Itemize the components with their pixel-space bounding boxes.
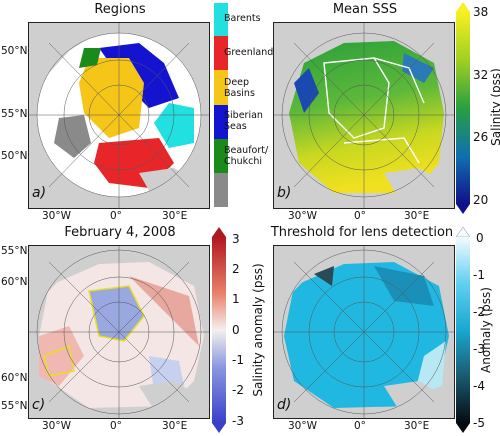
panel-c-lat-label: 60°N: [1, 276, 28, 288]
panel-a-title: Regions: [94, 2, 146, 17]
anomaly-colorbar-tick: -2: [232, 383, 244, 397]
threshold-map: [273, 245, 455, 419]
sss-colorbar-tick: 26: [473, 130, 489, 144]
panel-d-lon-label: 30°W: [288, 420, 317, 432]
threshold-colorbar-tick: -3: [473, 342, 485, 356]
mean-sss-map: [273, 22, 455, 209]
threshold-colorbar-tick: -2: [473, 305, 485, 319]
panel-b-lon-label: 0°: [354, 210, 366, 222]
panel-b-title: Mean SSS: [332, 2, 398, 17]
panel-c-lat-label: 55°N: [1, 245, 28, 257]
anomaly-colorbar: [212, 227, 226, 433]
panel-b-letter: b): [277, 185, 292, 201]
threshold-colorbar: [456, 227, 470, 433]
panel-a-lat-label: 50°N: [1, 150, 28, 162]
panel-d-title: Threshold for lens detection: [270, 225, 454, 240]
legend-swatch-greenland: [214, 36, 228, 70]
panel-b-lon-label: 30°E: [404, 210, 430, 222]
panel-d-lon-label: 0°: [354, 420, 366, 432]
anomaly-colorbar-label: Salinity anomaly (pss): [251, 263, 265, 397]
panel-c-title: February 4, 2008: [64, 225, 176, 240]
legend-label-greenland: Greenland: [224, 47, 274, 58]
anomaly-colorbar-tick: -1: [232, 353, 244, 367]
threshold-colorbar-tick: -5: [473, 416, 485, 430]
legend-swatch-other: [214, 173, 228, 207]
panel-c-lon-label: 30°W: [42, 420, 71, 432]
anomaly-colorbar-tick: 0: [232, 323, 240, 337]
panel-d-lon-label: 30°E: [404, 420, 430, 432]
sss-colorbar-label: Salinity (pss): [489, 68, 500, 146]
legend-swatch-beaufort: [214, 139, 228, 173]
panel-a-lon-label: 30°W: [42, 210, 71, 222]
anomaly-colorbar-tick: -3: [232, 414, 244, 428]
panel-a-lat-label: 50°N: [1, 45, 28, 57]
legend-swatch-barents: [214, 3, 228, 36]
anomaly-colorbar-tick: 3: [232, 232, 240, 246]
sss-colorbar-tick: 32: [473, 68, 489, 82]
threshold-colorbar-label: Anomaly (pss): [479, 287, 493, 373]
threshold-colorbar-tick: 0: [476, 231, 484, 245]
panel-c-lat-label: 55°N: [1, 400, 28, 412]
legend-swatch-siberian: [214, 105, 228, 139]
anomaly-colorbar-tick: 1: [232, 292, 240, 306]
legend-label-deep-basins: Deep Basins: [224, 77, 255, 99]
salinity-anomaly-map: [28, 245, 210, 419]
legend-label-barents: Barents: [224, 13, 261, 24]
panel-d-letter: d): [277, 397, 292, 413]
panel-b-lon-label: 30°W: [288, 210, 317, 222]
panel-a-lat-label: 55°N: [1, 108, 28, 120]
threshold-colorbar-tick: -4: [473, 379, 485, 393]
legend-swatch-deep-basins: [214, 70, 228, 105]
panel-a-letter: a): [32, 185, 47, 201]
anomaly-colorbar-tick: 2: [232, 262, 240, 276]
regions-map: [28, 22, 210, 209]
sss-colorbar-tick: 20: [473, 193, 489, 207]
panel-a-lon-label: 30°E: [162, 210, 188, 222]
panel-c-lon-label: 30°E: [162, 420, 188, 432]
panel-c-letter: c): [32, 397, 46, 413]
threshold-colorbar-tick: -1: [473, 268, 485, 282]
panel-a-lon-label: 0°: [110, 210, 122, 222]
sss-colorbar: [456, 2, 470, 214]
panel-c-lat-label: 60°N: [1, 372, 28, 384]
panel-c-lon-label: 0°: [110, 420, 122, 432]
legend-label-siberian: Siberian Seas: [224, 110, 263, 132]
legend-label-beaufort: Beaufort/ Chukchi: [224, 145, 269, 167]
sss-colorbar-tick: 38: [473, 5, 489, 19]
